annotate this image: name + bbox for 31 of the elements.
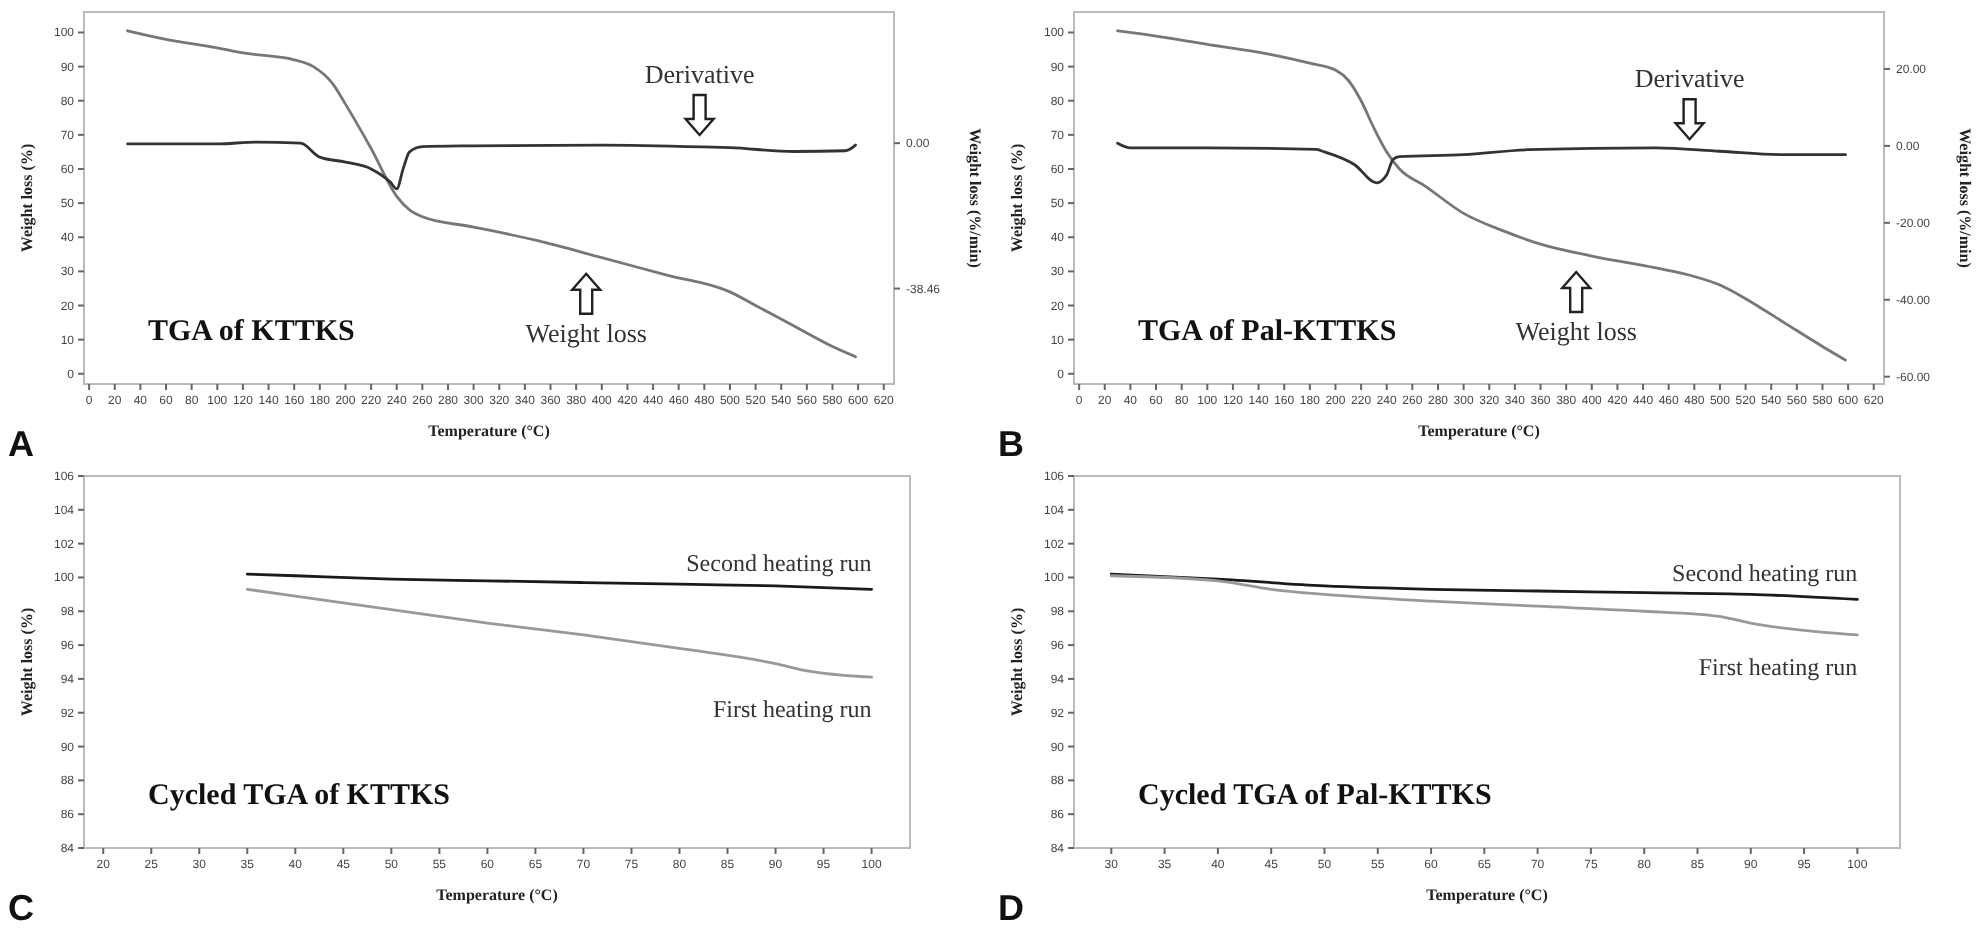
y-axis-title: Weight loss (%) — [1008, 607, 1026, 717]
y2-axis-title: Weight loss (%/min) — [966, 128, 984, 269]
y-axis-title: Weight loss (%) — [18, 143, 36, 253]
text: C — [8, 888, 34, 928]
text: TGA of Pal-KTTKS — [1138, 316, 1397, 348]
line-series — [245, 587, 873, 679]
text: TGA of KTTKS — [148, 316, 355, 348]
line-series — [1116, 29, 1847, 362]
x-axis-title: Temperature (°C) — [1418, 422, 1541, 440]
text: Cycled TGA of KTTKS — [148, 780, 450, 812]
line-series — [126, 29, 857, 359]
y2-axis-title: Weight loss (%/min) — [1956, 128, 1974, 269]
series-label: First heating run — [1698, 652, 1858, 681]
text: Cycled TGA of Pal-KTTKS — [1138, 780, 1492, 812]
line-series — [1116, 141, 1847, 185]
x-axis-title: Temperature (°C) — [1426, 886, 1549, 904]
series-label: Second heating run — [686, 549, 872, 578]
line-series — [126, 140, 857, 191]
text: D — [998, 888, 1024, 928]
y-axis-title: Weight loss (%) — [1008, 143, 1026, 253]
series-label: Weight loss — [525, 317, 647, 348]
text: Derivative — [1634, 63, 1745, 94]
text: Derivative — [644, 58, 755, 89]
text: B — [998, 424, 1024, 464]
x-axis-title: Temperature (°C) — [428, 422, 551, 440]
series-label: First heating run — [712, 695, 872, 724]
x-axis-title: Temperature (°C) — [436, 886, 559, 904]
series-label: Second heating run — [1672, 559, 1858, 588]
y-axis-title: Weight loss (%) — [18, 607, 36, 717]
text: A — [8, 424, 34, 464]
series-label: Weight loss — [1515, 316, 1637, 347]
